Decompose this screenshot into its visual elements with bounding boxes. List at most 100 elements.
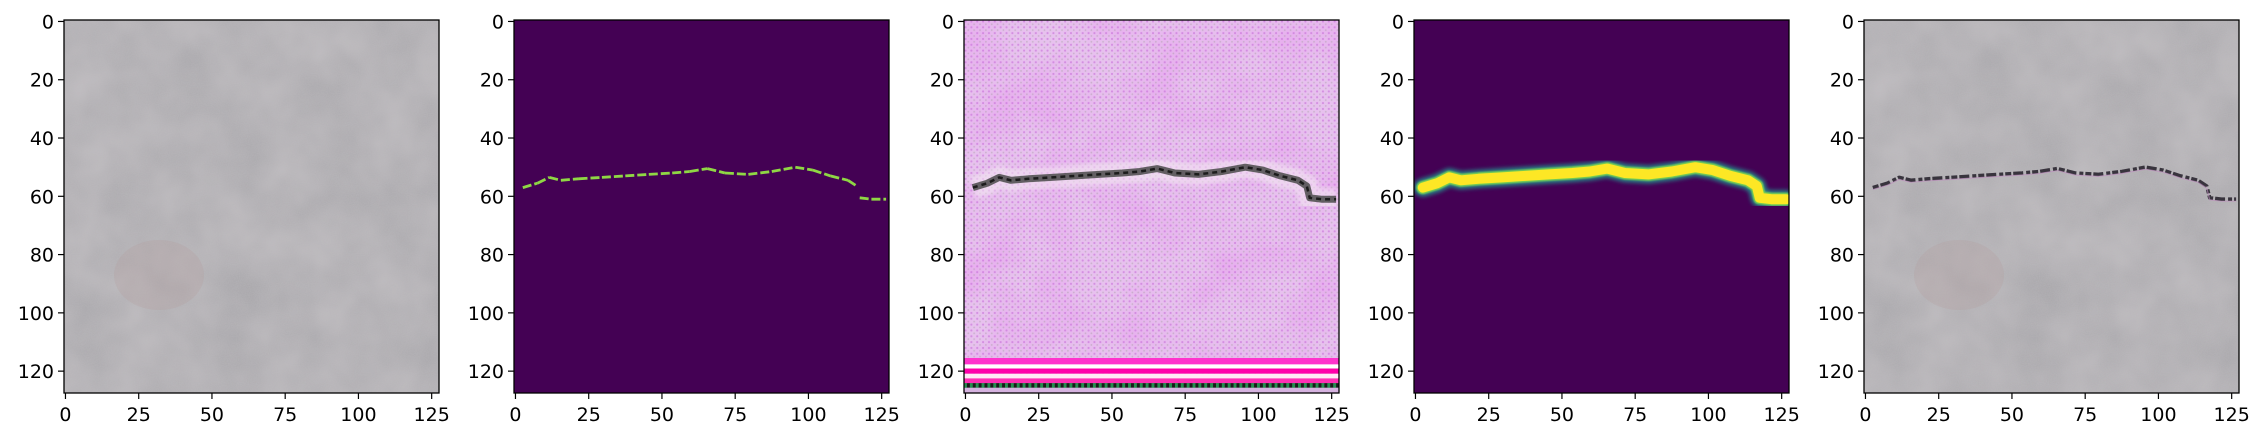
pavement-grain bbox=[64, 20, 439, 393]
y-tick-label: 40 bbox=[1830, 128, 1854, 150]
y-tick-label: 40 bbox=[480, 128, 504, 150]
panel-1-image bbox=[64, 20, 439, 393]
prediction-core bbox=[1417, 162, 1789, 205]
artifact-band bbox=[964, 387, 1339, 393]
mask-segment bbox=[548, 176, 562, 182]
x-tick-label: 100 bbox=[1240, 404, 1276, 426]
artifact-band bbox=[964, 368, 1339, 374]
y-tick-label: 20 bbox=[1830, 70, 1854, 92]
x-tick-label: 50 bbox=[1100, 404, 1124, 426]
y-tick-label: 120 bbox=[1368, 361, 1404, 383]
axes-frame bbox=[513, 19, 890, 394]
x-tick-label: 25 bbox=[577, 404, 601, 426]
x-tick-label: 100 bbox=[2140, 404, 2176, 426]
artifact-band bbox=[964, 358, 1339, 365]
panel-4-image bbox=[1414, 20, 1789, 393]
x-tick-label: 50 bbox=[650, 404, 674, 426]
y-tick-label: 80 bbox=[1830, 245, 1854, 267]
x-tick-label: 25 bbox=[127, 404, 151, 426]
pavement-stain bbox=[1914, 240, 2004, 310]
mask-segment bbox=[771, 165, 796, 173]
pavement-grain bbox=[1864, 20, 2239, 393]
x-tick-label: 125 bbox=[1764, 404, 1800, 426]
overlaid-crack-halo bbox=[1872, 168, 2237, 202]
y-tick-label: 0 bbox=[942, 11, 954, 33]
y-tick-label: 100 bbox=[1818, 303, 1854, 325]
image-background bbox=[1414, 20, 1789, 393]
y-tick-label: 120 bbox=[18, 361, 54, 383]
panel-5-image bbox=[1864, 20, 2239, 393]
x-tick-label: 25 bbox=[1027, 404, 1051, 426]
x-tick-label: 0 bbox=[959, 404, 971, 426]
mask-segment bbox=[601, 174, 626, 179]
x-tick-label: 50 bbox=[1550, 404, 1574, 426]
y-tick-label: 80 bbox=[480, 245, 504, 267]
mask-segment bbox=[648, 171, 673, 176]
y-tick-label: 100 bbox=[468, 303, 504, 325]
y-tick-label: 60 bbox=[1830, 186, 1854, 208]
axes-frame bbox=[1863, 19, 2240, 394]
y-tick-label: 80 bbox=[1380, 245, 1404, 267]
x-tick-label: 0 bbox=[59, 404, 71, 426]
y-tick-label: 80 bbox=[930, 245, 954, 267]
mask-segment bbox=[847, 179, 858, 188]
mask-segment bbox=[672, 170, 690, 175]
y-tick-label: 80 bbox=[30, 245, 54, 267]
y-tick-label: 120 bbox=[468, 361, 504, 383]
y-tick-label: 120 bbox=[1818, 361, 1854, 383]
x-tick-label: 75 bbox=[2073, 404, 2097, 426]
mask-segment bbox=[707, 167, 726, 175]
checkerboard-artifacts bbox=[964, 20, 1339, 393]
mask-segment bbox=[830, 174, 849, 182]
pavement-stain bbox=[114, 240, 204, 310]
mask-segment bbox=[812, 168, 831, 178]
x-tick-label: 75 bbox=[1173, 404, 1197, 426]
y-tick-label: 20 bbox=[1380, 70, 1404, 92]
x-tick-label: 75 bbox=[723, 404, 747, 426]
y-tick-label: 0 bbox=[42, 11, 54, 33]
y-tick-label: 0 bbox=[1392, 11, 1404, 33]
y-tick-label: 60 bbox=[1380, 186, 1404, 208]
axes-frame bbox=[963, 19, 1340, 394]
overlaid-crack bbox=[1872, 165, 2237, 201]
y-tick-label: 100 bbox=[1368, 303, 1404, 325]
axes-frame bbox=[1413, 19, 1790, 394]
x-tick-label: 50 bbox=[200, 404, 224, 426]
x-tick-label: 25 bbox=[1477, 404, 1501, 426]
x-tick-label: 125 bbox=[1314, 404, 1350, 426]
x-tick-label: 75 bbox=[273, 404, 297, 426]
artifact-band bbox=[964, 373, 1339, 379]
x-tick-label: 100 bbox=[790, 404, 826, 426]
mask-segment bbox=[536, 176, 550, 185]
y-tick-label: 20 bbox=[480, 70, 504, 92]
mask-segment bbox=[522, 181, 538, 189]
artifact-band bbox=[964, 378, 1339, 384]
y-tick-label: 60 bbox=[30, 186, 54, 208]
artifact-band-dots bbox=[964, 383, 1339, 388]
y-tick-label: 40 bbox=[930, 128, 954, 150]
mask-segment bbox=[795, 165, 814, 172]
mask-segment bbox=[724, 171, 749, 176]
x-tick-label: 100 bbox=[1690, 404, 1726, 426]
y-tick-label: 40 bbox=[1380, 128, 1404, 150]
image-background bbox=[514, 20, 889, 393]
mask-segment bbox=[748, 170, 772, 176]
y-tick-label: 20 bbox=[30, 70, 54, 92]
y-tick-label: 0 bbox=[1842, 11, 1854, 33]
mask-segment bbox=[859, 196, 872, 201]
y-tick-label: 100 bbox=[918, 303, 954, 325]
y-tick-label: 40 bbox=[30, 128, 54, 150]
y-tick-label: 120 bbox=[918, 361, 954, 383]
x-tick-label: 125 bbox=[2214, 404, 2250, 426]
mask-segment bbox=[625, 173, 649, 178]
mask-segment bbox=[689, 167, 708, 173]
x-tick-label: 0 bbox=[1409, 404, 1421, 426]
x-tick-label: 0 bbox=[509, 404, 521, 426]
